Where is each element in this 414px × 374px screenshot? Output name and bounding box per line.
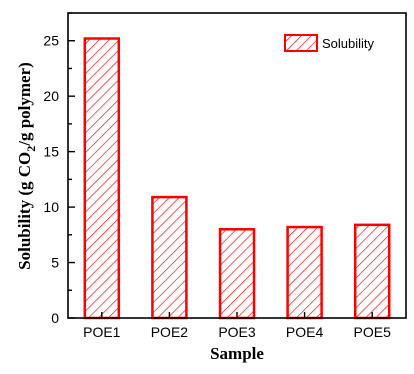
legend-swatch [284, 34, 318, 52]
y-axis-title-subscript: 2 [24, 146, 38, 152]
y-tick-label: 25 [43, 33, 59, 49]
x-tick-label: POE2 [151, 324, 189, 340]
bar-poe2 [151, 195, 188, 320]
bar-poe3 [218, 228, 256, 320]
x-tick-label: POE3 [218, 324, 256, 340]
bar-poe5 [353, 223, 391, 320]
x-axis-title: Sample [210, 344, 264, 363]
y-tick-label: 10 [43, 199, 59, 215]
y-axis-title-main: Solubility (g CO [15, 152, 34, 270]
legend-label: Solubility [322, 36, 375, 51]
y-tick-label: 0 [51, 310, 59, 326]
axes-group: 0 5 10 15 20 25 POE1 POE2 POE3 POE4 POE5 [43, 12, 407, 340]
x-tick-label: POE1 [83, 324, 121, 340]
y-axis-title-rest: /g polymer) [15, 62, 34, 147]
bar-poe4 [286, 225, 323, 320]
y-tick-label: 5 [51, 255, 59, 271]
bar-poe1 [83, 37, 121, 320]
x-tick-label: POE4 [286, 324, 324, 340]
y-tick-label: 15 [43, 144, 59, 160]
x-tick-label: POE5 [354, 324, 392, 340]
y-axis-title: Solubility (g CO2/g polymer) [15, 62, 38, 270]
bars-group [83, 37, 391, 320]
legend: Solubility [284, 34, 375, 52]
y-tick-label: 20 [43, 88, 59, 104]
